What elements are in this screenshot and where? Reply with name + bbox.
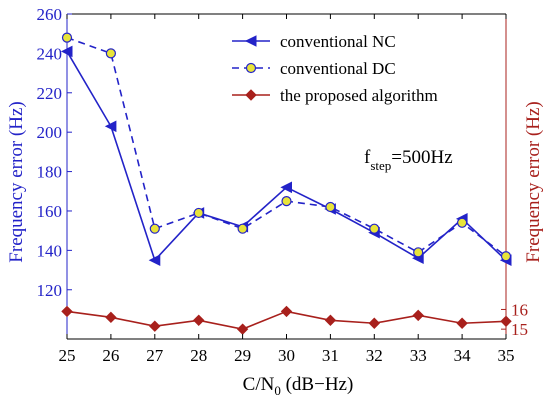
legend-label: conventional DC: [280, 59, 396, 78]
step-annotation-rest: =500Hz: [391, 147, 452, 168]
data-point: [325, 201, 336, 213]
data-point: [105, 311, 117, 324]
data-point: [369, 223, 380, 234]
data-point: [456, 317, 468, 329]
step-annotation: fstep=500Hz: [364, 147, 453, 173]
x-axis-title-main: C/N: [243, 374, 275, 395]
right-axis-title: Frequency error (Hz): [523, 101, 544, 262]
data-point: [500, 315, 512, 327]
data-point: [149, 223, 160, 234]
data-point: [280, 305, 293, 318]
x-tick-label: 28: [190, 346, 207, 365]
data-point: [148, 254, 161, 267]
legend-swatch-marker: [245, 62, 257, 74]
left-y-tick-label: 180: [37, 163, 63, 182]
axis-layer: 25 26 27 28 29 30 31 32 33 34 35 120 140 160 180 200 220…: [37, 5, 529, 365]
legend-entry: conventional NC: [232, 32, 396, 51]
x-tick-label: 25: [59, 346, 76, 365]
left-y-tick-label: 260: [37, 5, 63, 24]
x-axis-title-sub: 0: [274, 383, 281, 398]
data-point: [61, 32, 73, 43]
right-y-tick-label: 16: [511, 300, 528, 319]
data-point: [413, 247, 424, 258]
data-point: [500, 251, 512, 262]
data-point: [281, 196, 292, 207]
left-y-tick-label: 160: [37, 202, 63, 221]
data-point: [324, 314, 337, 326]
legend-entry: conventional DC: [232, 59, 396, 78]
x-tick-label: 31: [322, 346, 339, 365]
legend-swatch-marker: [245, 89, 257, 101]
data-point: [412, 309, 424, 322]
data-point: [60, 45, 73, 58]
legend-label: conventional NC: [280, 32, 396, 51]
x-tick-label: 26: [102, 346, 119, 365]
x-tick-label: 29: [234, 346, 251, 365]
series-the-proposed-algorithm: [61, 305, 512, 335]
left-y-tick-label: 240: [37, 44, 63, 63]
data-point: [105, 48, 117, 59]
data-point: [193, 207, 204, 219]
legend: conventional NC conventional DC the propos…: [232, 32, 438, 105]
legend-swatch-marker: [244, 35, 257, 47]
x-tick-label: 30: [278, 346, 295, 365]
left-y-tick-label: 140: [37, 241, 63, 260]
data-point: [104, 120, 117, 133]
data-point: [280, 181, 292, 194]
data-point: [192, 314, 205, 326]
data-point: [457, 217, 468, 228]
left-y-tick-label: 220: [37, 84, 63, 103]
data-point: [236, 323, 249, 335]
data-point: [61, 305, 73, 318]
x-axis-title-rest: (dB−Hz): [281, 374, 353, 395]
legend-entry: the proposed algorithm: [232, 86, 438, 105]
step-annotation-main: f: [364, 147, 371, 168]
data-point: [368, 317, 381, 329]
x-tick-label: 33: [410, 346, 427, 365]
left-y-tick-label: 200: [37, 123, 63, 142]
left-axis-title: Frequency error (Hz): [6, 101, 27, 262]
data-point: [237, 223, 248, 234]
legend-label: the proposed algorithm: [280, 86, 438, 105]
x-tick-label: 34: [454, 346, 472, 365]
left-y-tick-label: 120: [37, 281, 63, 300]
series-conventional-dc: [61, 32, 512, 262]
step-annotation-sub: step: [370, 158, 391, 173]
data-point: [149, 320, 161, 332]
x-tick-label: 32: [366, 346, 383, 365]
x-tick-label: 27: [146, 346, 164, 365]
right-y-tick-label: 15: [511, 320, 528, 339]
x-axis-title: C/N0 (dB−Hz): [243, 374, 354, 398]
series-layer: [60, 32, 512, 335]
x-tick-label: 35: [498, 346, 515, 365]
